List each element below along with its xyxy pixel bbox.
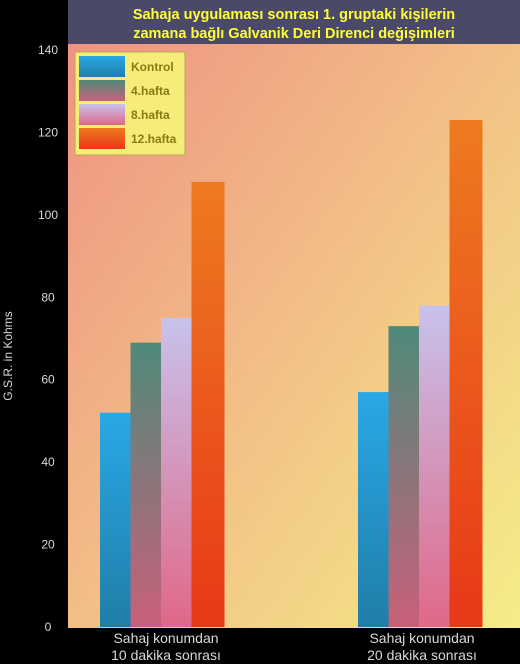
bar-kontrol-group-2 [358, 392, 391, 627]
y-tick-label: 60 [41, 373, 55, 387]
bar-4-hafta-group-1 [130, 342, 164, 627]
chart-title-line-2: zamana bağlı Galvanik Deri Direnci değiş… [133, 26, 455, 42]
y-tick-label: 0 [45, 620, 52, 634]
y-axis-label: G.S.R. in Kohms [1, 311, 15, 400]
x-category-label: 10 dakika sonrası [111, 647, 221, 663]
legend-label: 4.hafta [131, 84, 170, 98]
legend-swatch [79, 128, 125, 149]
legend-swatch [79, 104, 125, 125]
legend-swatch [79, 56, 125, 77]
chart-title-line-1: Sahaja uygulaması sonrası 1. gruptaki ki… [133, 7, 455, 23]
legend-label: Kontrol [131, 60, 174, 74]
y-tick-label: 20 [41, 538, 55, 552]
bar-kontrol-group-1 [100, 412, 133, 627]
y-tick-label: 120 [38, 125, 58, 139]
y-tick-label: 140 [38, 43, 58, 57]
x-category-label: 20 dakika sonrası [367, 647, 477, 663]
y-axis: 0 20 40 60 80 100 120 140 [38, 43, 58, 634]
legend-swatch [79, 80, 125, 101]
legend: Kontrol 4.hafta 8.hafta 12.hafta [74, 51, 186, 156]
bar-8-hafta-group-2 [419, 305, 452, 627]
bar-12-hafta-group-1 [191, 181, 225, 627]
bars-layer [100, 120, 483, 628]
title-background [68, 0, 520, 44]
legend-label: 8.hafta [131, 108, 170, 122]
bar-4-hafta-group-2 [388, 326, 422, 627]
x-category-label: Sahaj konumdan [113, 630, 218, 646]
bar-12-hafta-group-2 [449, 120, 483, 628]
y-tick-label: 40 [41, 455, 55, 469]
x-category-label: Sahaj konumdan [369, 630, 474, 646]
y-tick-label: 80 [41, 290, 55, 304]
y-tick-label: 100 [38, 208, 58, 222]
bar-8-hafta-group-1 [161, 317, 194, 627]
legend-label: 12.hafta [131, 132, 177, 146]
